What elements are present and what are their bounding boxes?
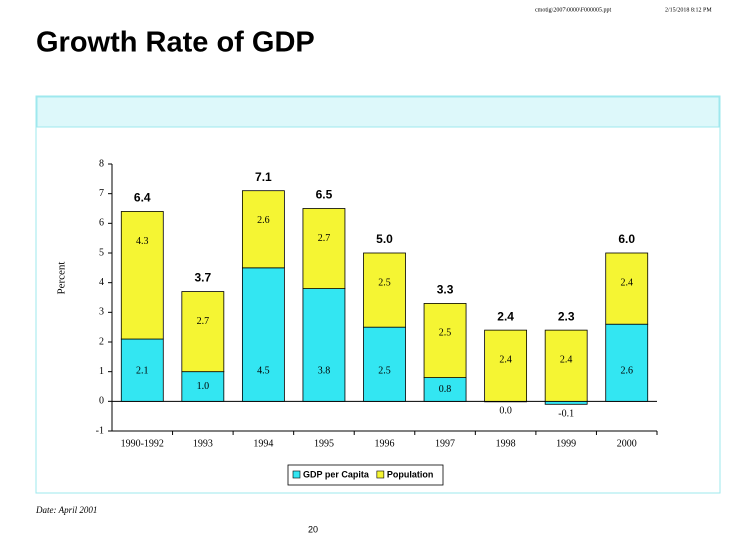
bar-segment — [423, 303, 467, 378]
segment-label: 2.1 — [136, 366, 149, 377]
bar-segment — [241, 190, 285, 269]
x-tick-label: 1998 — [496, 438, 516, 449]
x-tick-label: 1993 — [193, 438, 213, 449]
y-tick-label: 0 — [99, 396, 104, 407]
segment-label: 2.5 — [378, 366, 391, 377]
x-tick-label: 1990-1992 — [121, 438, 164, 449]
segment-label: 2.4 — [560, 354, 573, 365]
y-tick-label: -1 — [96, 425, 104, 436]
total-label: 5.0 — [376, 232, 393, 246]
title: Growth Rate of GDP — [36, 27, 315, 59]
legend-swatch — [292, 470, 301, 479]
x-tick-label: 1997 — [435, 438, 455, 449]
total-label: 6.4 — [134, 191, 151, 205]
bar-segment — [302, 208, 346, 289]
timestamp: 2/15/2018 8:12 PM — [665, 7, 712, 13]
bar-segment — [302, 288, 346, 402]
segment-label: 4.3 — [136, 236, 149, 247]
bar-segment — [544, 329, 588, 402]
y-tick-label: 2 — [99, 336, 104, 347]
bar-segment — [363, 326, 406, 402]
segment-label: 2.5 — [378, 277, 391, 288]
note: Date: April 2001 — [35, 505, 97, 515]
segment-label: 2.7 — [318, 233, 331, 244]
file-label: cmotig\2007\0000\F000005.ppt — [535, 7, 612, 13]
bar-segment — [484, 329, 528, 402]
bar-segment — [120, 211, 164, 340]
total-label: 3.7 — [194, 271, 211, 285]
segment-label: 2.6 — [620, 366, 633, 377]
total-label: 2.3 — [558, 309, 575, 323]
x-tick-label: 1994 — [253, 438, 273, 449]
segment-label: 2.4 — [499, 354, 512, 365]
total-label: 3.3 — [437, 283, 454, 297]
x-tick-label: 2000 — [617, 438, 637, 449]
bar-segment — [181, 291, 225, 373]
x-tick-label: 1996 — [375, 438, 395, 449]
bar-segment — [605, 323, 649, 402]
total-label: 6.0 — [618, 232, 635, 246]
bar-segment — [120, 338, 164, 402]
y-tick-label: 6 — [99, 218, 104, 229]
segment-label: 2.7 — [197, 316, 210, 327]
segment-label: -0.1 — [558, 409, 574, 420]
segment-label: 2.5 — [439, 328, 452, 339]
total-label: 2.4 — [497, 309, 514, 323]
y-tick-label: 1 — [99, 366, 104, 377]
segment-label: 2.6 — [257, 215, 270, 226]
total-label: 7.1 — [255, 170, 272, 184]
total-label: 6.5 — [316, 188, 333, 202]
segment-label: 1.0 — [197, 381, 210, 392]
legend-box — [287, 464, 444, 486]
header-band — [36, 96, 720, 128]
y-tick-label: 4 — [99, 277, 104, 288]
segment-label: 0.0 — [499, 406, 512, 417]
x-tick-label: 1999 — [556, 438, 576, 449]
y-tick-label: 5 — [99, 247, 104, 258]
bar-segment — [605, 252, 649, 325]
bar-segment — [241, 267, 285, 402]
legend-label: GDP per Capita — [303, 469, 370, 479]
legend-swatch — [376, 470, 385, 479]
segment-label: 4.5 — [257, 366, 270, 377]
y-tick-label: 8 — [99, 158, 104, 169]
bar-segment — [544, 400, 588, 405]
y-tick-label: 7 — [99, 188, 104, 199]
page-number: 20 — [308, 524, 318, 534]
y-tick-label: 3 — [99, 307, 104, 318]
bar-segment — [363, 252, 406, 328]
bar-segment — [181, 371, 225, 402]
segment-label: 2.4 — [620, 277, 633, 288]
x-tick-label: 1995 — [314, 438, 334, 449]
segment-label: 0.8 — [439, 384, 452, 395]
legend-label: Population — [387, 469, 434, 479]
y-axis-label: Percent — [56, 262, 68, 295]
segment-label: 3.8 — [318, 366, 331, 377]
